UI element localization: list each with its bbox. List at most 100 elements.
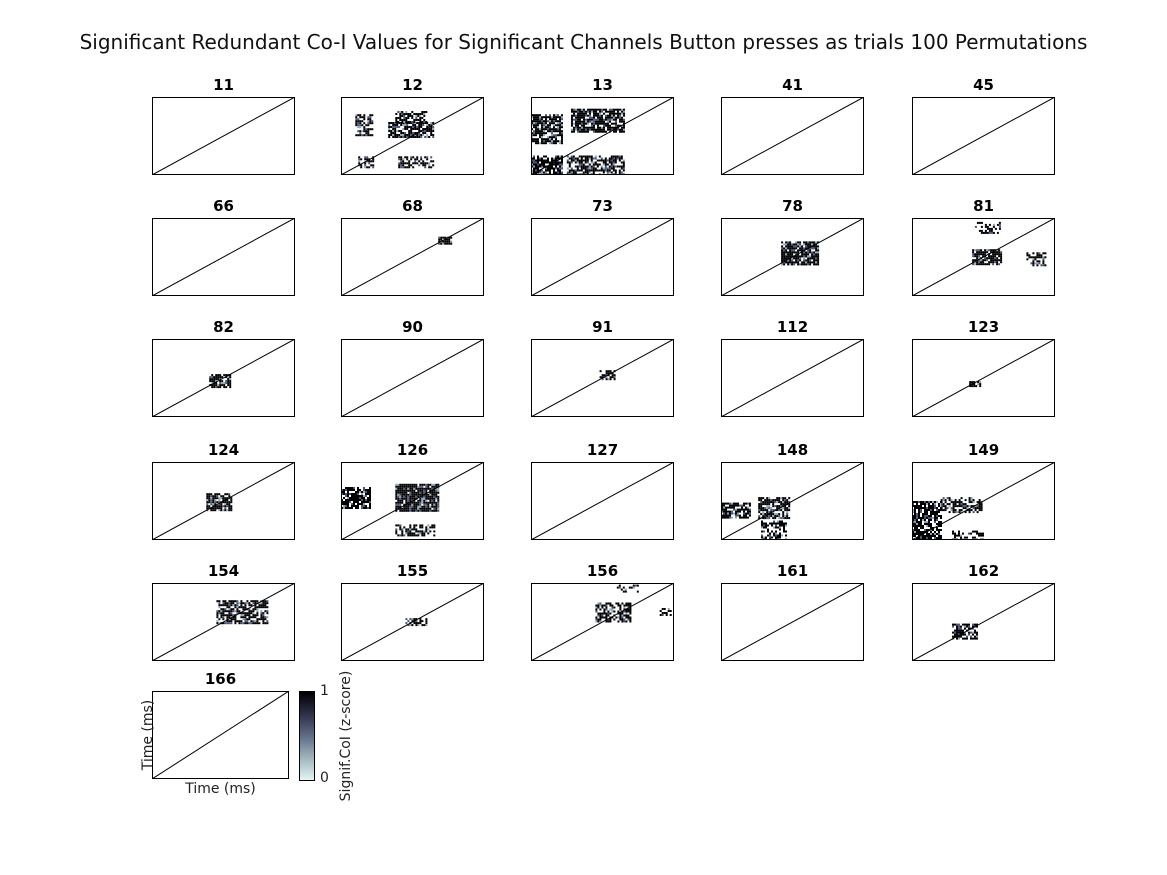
panel-frame — [531, 97, 674, 175]
heatmap-91 — [531, 339, 674, 417]
heatmap-45 — [912, 97, 1055, 175]
panel-124: 124 — [152, 441, 295, 540]
heatmap-155 — [341, 583, 484, 661]
significant-cluster — [912, 501, 942, 540]
heatmap-148 — [721, 462, 864, 540]
heatmap-82 — [152, 339, 295, 417]
panel-title: 123 — [967, 318, 1000, 336]
panel-78: 78 — [721, 197, 864, 296]
heatmap-13 — [531, 97, 674, 175]
heatmap-123 — [912, 339, 1055, 417]
panel-title: 11 — [213, 76, 234, 94]
panel-title: 166 — [204, 670, 237, 688]
diagonal-line — [152, 218, 295, 296]
diagonal-line — [152, 339, 295, 417]
diagonal-line — [721, 218, 864, 296]
heatmap-166 — [152, 691, 289, 779]
panel-66: 66 — [152, 197, 295, 296]
panel-frame — [531, 583, 674, 661]
panel-73: 73 — [531, 197, 674, 296]
panel-41: 41 — [721, 76, 864, 175]
panel-title: 78 — [782, 197, 803, 215]
heatmap-149 — [912, 462, 1055, 540]
panel-126: 126 — [341, 441, 484, 540]
diagonal-line — [531, 583, 674, 661]
panel-frame — [531, 462, 674, 540]
significant-cluster — [595, 602, 632, 623]
heatmap-156 — [531, 583, 674, 661]
panel-frame — [721, 339, 864, 417]
panel-90: 90 — [341, 318, 484, 417]
heatmap-73 — [531, 218, 674, 296]
diagonal-line — [531, 97, 674, 175]
significant-cluster — [616, 584, 639, 593]
diagonal-line — [152, 691, 289, 779]
panel-frame — [341, 218, 484, 296]
panel-68: 68 — [341, 197, 484, 296]
significant-cluster — [571, 108, 625, 133]
panel-156: 156 — [531, 562, 674, 661]
panel-frame — [152, 218, 295, 296]
panel-title: 127 — [586, 441, 619, 459]
heatmap-161 — [721, 583, 864, 661]
heatmap-127 — [531, 462, 674, 540]
panel-45: 45 — [912, 76, 1055, 175]
significant-cluster — [438, 236, 453, 245]
panel-148: 148 — [721, 441, 864, 540]
significant-cluster — [341, 487, 371, 509]
diagonal-line — [531, 218, 674, 296]
significant-cluster — [952, 530, 984, 540]
x-axis-label: Time (ms) — [185, 781, 256, 797]
significant-cluster — [566, 155, 625, 175]
significant-cluster — [355, 114, 374, 137]
panel-title: 90 — [402, 318, 423, 336]
panel-title: 13 — [592, 76, 613, 94]
colorbar-min-tick: 0 — [320, 770, 329, 786]
panel-161: 161 — [721, 562, 864, 661]
panel-title: 149 — [967, 441, 1000, 459]
colorbar-label: Signif.CoI (z-score) — [338, 670, 354, 802]
panel-frame — [152, 583, 295, 661]
panel-title: 73 — [592, 197, 613, 215]
panel-title: 91 — [592, 318, 613, 336]
panel-frame — [152, 97, 295, 175]
diagonal-line — [721, 97, 864, 175]
diagonal-line — [912, 97, 1055, 175]
panel-title: 124 — [207, 441, 240, 459]
panel-title: 148 — [776, 441, 809, 459]
panel-frame — [531, 339, 674, 417]
significant-cluster — [395, 483, 440, 512]
panel-frame — [912, 339, 1055, 417]
heatmap-41 — [721, 97, 864, 175]
significant-cluster — [405, 618, 428, 627]
panel-frame — [152, 691, 289, 779]
panel-91: 91 — [531, 318, 674, 417]
significant-cluster — [974, 221, 1001, 234]
diagonal-line — [721, 462, 864, 540]
panel-frame — [721, 218, 864, 296]
significant-cluster — [395, 524, 436, 537]
panel-frame — [721, 462, 864, 540]
panel-frame — [341, 583, 484, 661]
panel-title: 162 — [967, 562, 1000, 580]
panel-frame — [341, 97, 484, 175]
panel-title: 126 — [396, 441, 429, 459]
diagonal-line — [531, 339, 674, 417]
panel-frame — [531, 218, 674, 296]
colorbar — [299, 691, 315, 781]
diagonal-line — [721, 583, 864, 661]
panel-title: 68 — [402, 197, 423, 215]
panel-title: 66 — [213, 197, 234, 215]
panel-123: 123 — [912, 318, 1055, 417]
panel-frame — [912, 462, 1055, 540]
heatmap-81 — [912, 218, 1055, 296]
panel-title: 81 — [973, 197, 994, 215]
significant-cluster — [952, 623, 978, 640]
heatmap-66 — [152, 218, 295, 296]
heatmap-12 — [341, 97, 484, 175]
panel-title: 155 — [396, 562, 429, 580]
diagonal-line — [912, 462, 1055, 540]
significant-cluster — [758, 497, 791, 520]
significant-cluster — [659, 608, 672, 616]
